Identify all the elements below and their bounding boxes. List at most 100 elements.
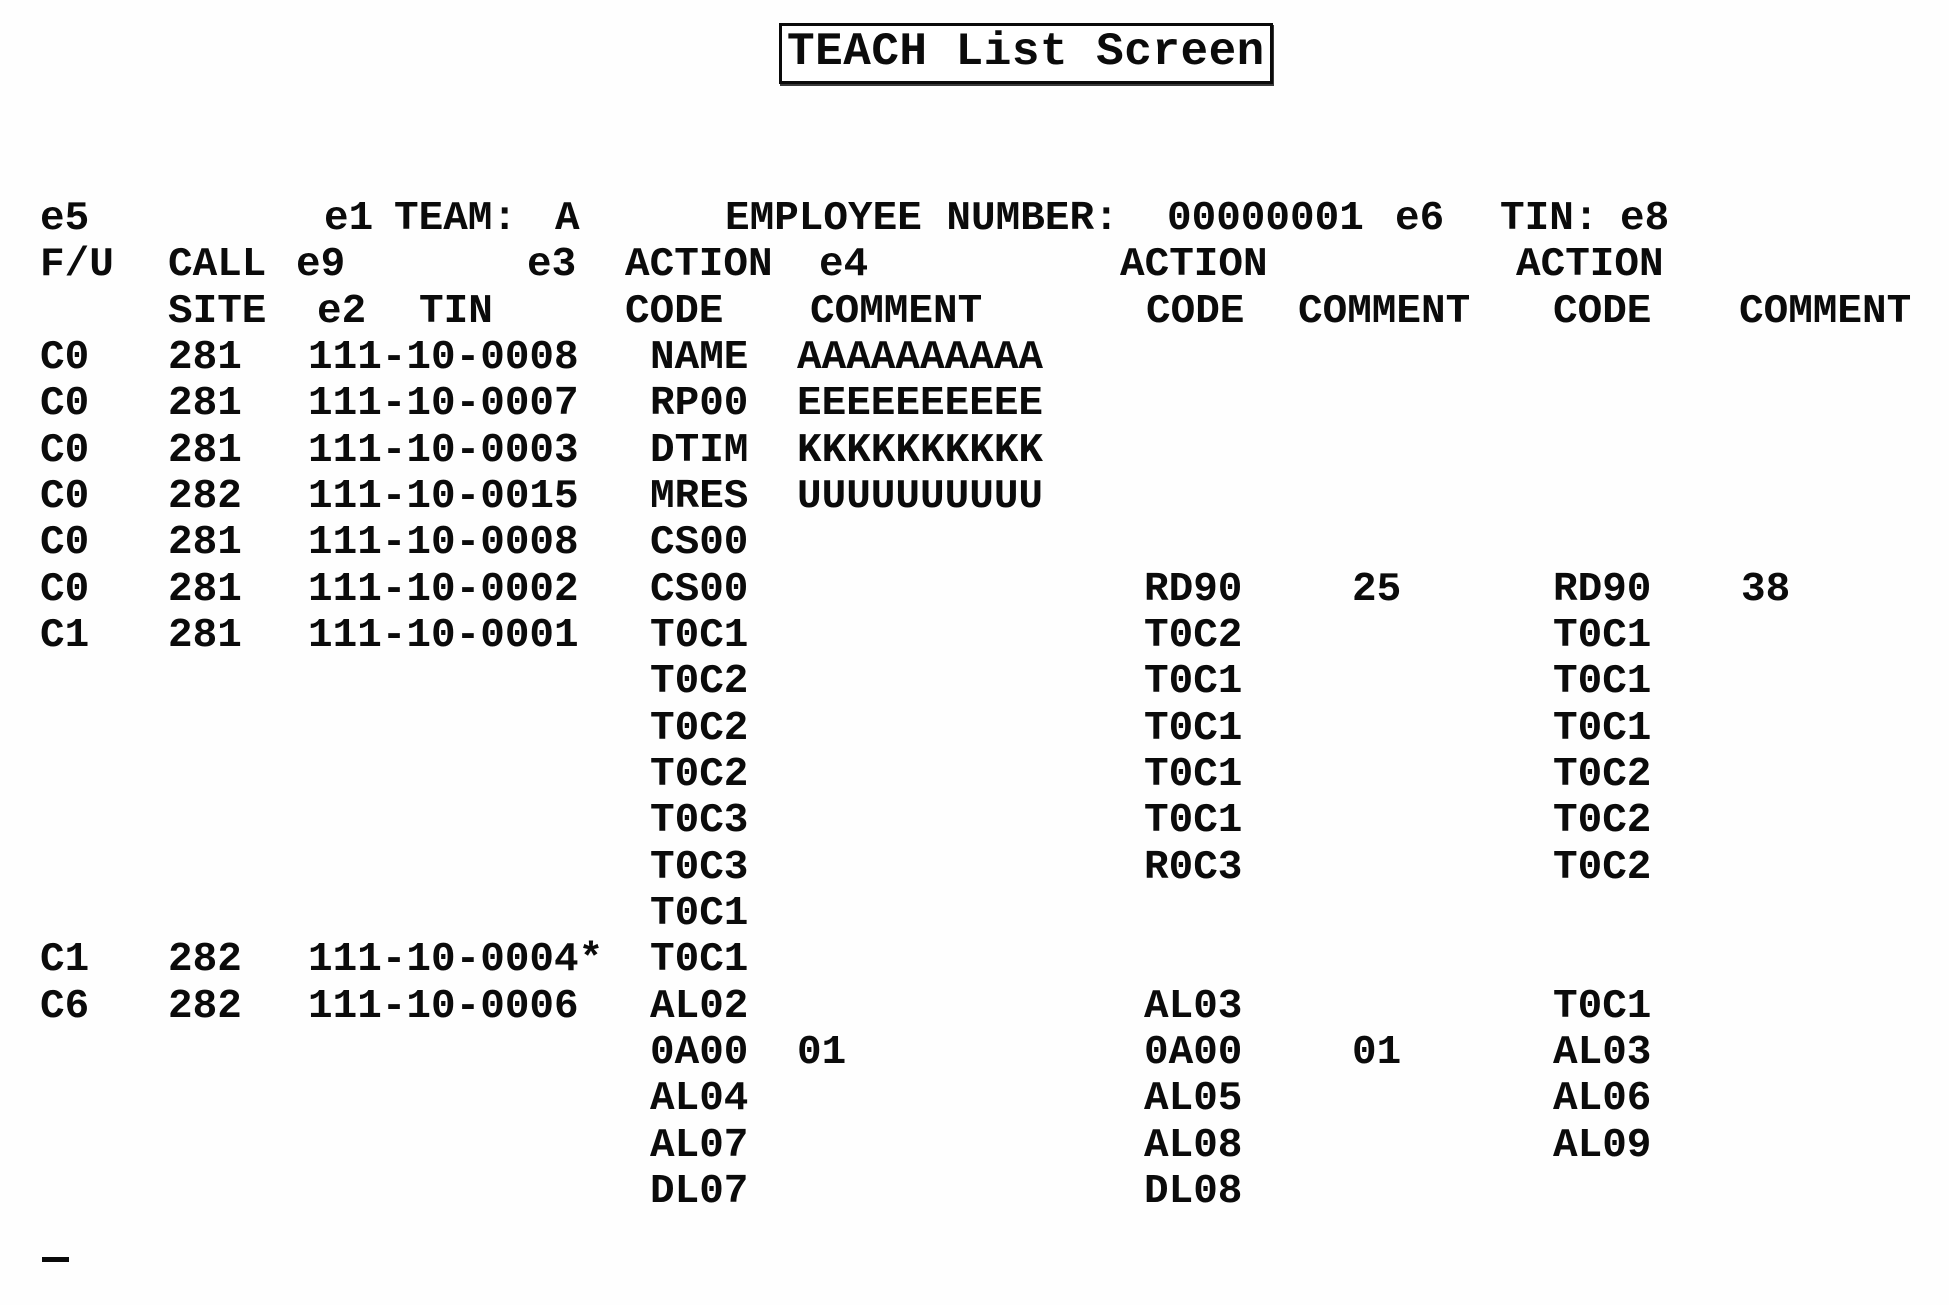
table-row: C6 282 111-10-0006 AL02 AL03 T0C1 <box>0 984 1949 1030</box>
table-row: DL07 DL08 <box>0 1169 1949 1215</box>
table-row: C0 281 111-10-0008 CS00 <box>0 520 1949 566</box>
cell-site: 281 <box>168 335 242 381</box>
cell-m2: 01 <box>1352 1030 1402 1076</box>
cell-tin: 111-10-0007 <box>308 381 579 427</box>
cell-site: 281 <box>168 567 242 613</box>
employee-number-value: 00000001 <box>1167 196 1364 242</box>
marker-e9: e9 <box>296 242 346 288</box>
cell-c3: T0C1 <box>1553 706 1652 752</box>
cell-c2: 0A00 <box>1144 1030 1243 1076</box>
action-column-header-1: ACTION <box>625 242 773 288</box>
cell-site: 282 <box>168 937 242 983</box>
cell-site: 281 <box>168 613 242 659</box>
cell-fu: C0 <box>40 335 90 381</box>
cell-fu: C6 <box>40 984 90 1030</box>
cell-tin: 111-10-0015 <box>308 474 579 520</box>
cell-c3: T0C2 <box>1553 845 1652 891</box>
table-row: C0 281 111-10-0008 NAME AAAAAAAAAA <box>0 335 1949 381</box>
table-row: T0C3 T0C1 T0C2 <box>0 798 1949 844</box>
cell-c1: RP00 <box>650 381 749 427</box>
cell-c1: AL07 <box>650 1123 749 1169</box>
cell-m1: EEEEEEEEEE <box>797 381 1044 427</box>
cell-c3: RD90 <box>1553 567 1652 613</box>
cell-site: 281 <box>168 520 242 566</box>
cell-fu: C0 <box>40 474 90 520</box>
call-column-header: CALL <box>168 242 267 288</box>
cell-c3: T0C1 <box>1553 984 1652 1030</box>
cell-m1: KKKKKKKKKK <box>797 428 1044 474</box>
cell-fu: C1 <box>40 613 90 659</box>
comment-column-header-1: COMMENT <box>810 289 983 335</box>
cell-c3: AL06 <box>1553 1076 1652 1122</box>
header-line-3: SITE e2 TIN CODE COMMENT CODE COMMENT CO… <box>0 289 1949 335</box>
cell-c1: T0C3 <box>650 845 749 891</box>
table-row: T0C2 T0C1 T0C1 <box>0 659 1949 705</box>
cell-c2: AL03 <box>1144 984 1243 1030</box>
cell-c2: R0C3 <box>1144 845 1243 891</box>
header-line-2: F/U CALL e9 e3 ACTION e4 ACTION ACTION <box>0 242 1949 288</box>
cell-c3: AL03 <box>1553 1030 1652 1076</box>
cell-site: 281 <box>168 428 242 474</box>
cell-c1: DL07 <box>650 1169 749 1215</box>
cell-tin: 111-10-0003 <box>308 428 579 474</box>
cell-c1: AL04 <box>650 1076 749 1122</box>
comment-column-header-3: COMMENT <box>1739 289 1912 335</box>
cell-c3: T0C2 <box>1553 752 1652 798</box>
cell-c1: CS00 <box>650 520 749 566</box>
cell-c2: AL08 <box>1144 1123 1243 1169</box>
tin-label: TIN: <box>1500 196 1599 242</box>
input-cursor[interactable] <box>42 1257 69 1262</box>
cell-m1: AAAAAAAAAA <box>797 335 1044 381</box>
cell-m1: UUUUUUUUUU <box>797 474 1044 520</box>
cell-tin: 111-10-0002 <box>308 567 579 613</box>
cell-tin: 111-10-0008 <box>308 335 579 381</box>
table-row: T0C3 R0C3 T0C2 <box>0 845 1949 891</box>
cell-c2: T0C2 <box>1144 613 1243 659</box>
cell-fu: C0 <box>40 520 90 566</box>
cell-c3: AL09 <box>1553 1123 1652 1169</box>
cell-c2: DL08 <box>1144 1169 1243 1215</box>
marker-e3: e3 <box>527 242 577 288</box>
marker-e4: e4 <box>819 242 869 288</box>
cell-c2: T0C1 <box>1144 752 1243 798</box>
cell-c1: NAME <box>650 335 749 381</box>
table-row: C1 282 111-10-0004* T0C1 <box>0 937 1949 983</box>
cell-m3: 38 <box>1741 567 1791 613</box>
table-row: 0A00 01 0A00 01 AL03 <box>0 1030 1949 1076</box>
action-column-header-3: ACTION <box>1516 242 1664 288</box>
cell-fu: C1 <box>40 937 90 983</box>
cell-tin: 111-10-0006 <box>308 984 579 1030</box>
cell-c3: T0C1 <box>1553 613 1652 659</box>
table-row: C0 281 111-10-0003 DTIM KKKKKKKKKK <box>0 428 1949 474</box>
action-column-header-2: ACTION <box>1120 242 1268 288</box>
cell-c1: T0C2 <box>650 752 749 798</box>
cell-c1: T0C1 <box>650 613 749 659</box>
table-row: C0 282 111-10-0015 MRES UUUUUUUUUU <box>0 474 1949 520</box>
cell-c2: T0C1 <box>1144 798 1243 844</box>
code-column-header-3: CODE <box>1553 289 1652 335</box>
header-line-1: e5 e1 TEAM: A EMPLOYEE NUMBER: 00000001 … <box>0 196 1949 242</box>
cell-tin: 111-10-0001 <box>308 613 579 659</box>
fu-column-header: F/U <box>40 242 114 288</box>
marker-e1: e1 <box>324 196 374 242</box>
table-row: AL07 AL08 AL09 <box>0 1123 1949 1169</box>
cell-site: 282 <box>168 474 242 520</box>
team-label: TEAM: <box>394 196 518 242</box>
page-title: TEACH List Screen <box>779 23 1273 84</box>
cell-fu: C0 <box>40 381 90 427</box>
cell-c3: T0C1 <box>1553 659 1652 705</box>
site-column-header: SITE <box>168 289 267 335</box>
table-row: C1 281 111-10-0001 T0C1 T0C2 T0C1 <box>0 613 1949 659</box>
comment-column-header-2: COMMENT <box>1298 289 1471 335</box>
cell-m2: 25 <box>1352 567 1402 613</box>
table-row: C0 281 111-10-0007 RP00 EEEEEEEEEE <box>0 381 1949 427</box>
cell-site: 282 <box>168 984 242 1030</box>
table-row: C0 281 111-10-0002 CS00 RD90 25 RD90 38 <box>0 567 1949 613</box>
table-row: T0C1 <box>0 891 1949 937</box>
cell-c1: T0C1 <box>650 891 749 937</box>
team-value: A <box>555 196 580 242</box>
table-row: T0C2 T0C1 T0C1 <box>0 706 1949 752</box>
cell-fu: C0 <box>40 567 90 613</box>
employee-number-label: EMPLOYEE NUMBER: <box>725 196 1119 242</box>
